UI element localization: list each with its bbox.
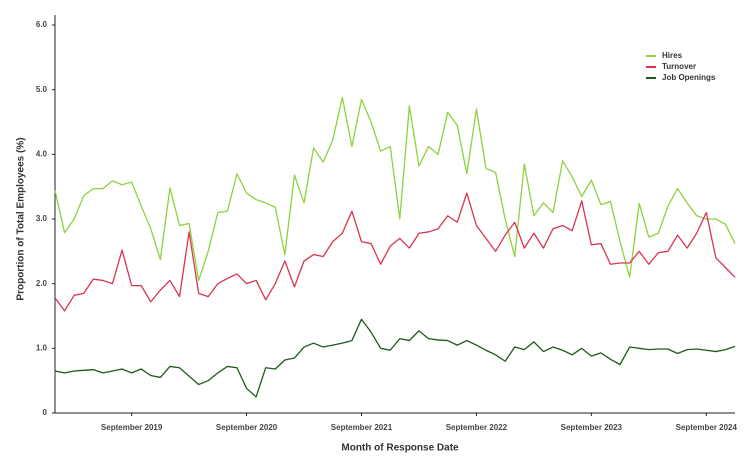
x-axis-title: Month of Response Date xyxy=(341,443,459,454)
x-tick-label: September 2024 xyxy=(676,423,738,432)
y-tick-label: 2.0 xyxy=(36,279,48,288)
x-tick-label: September 2019 xyxy=(101,423,163,432)
y-tick-label: 6.0 xyxy=(36,20,48,29)
series-line xyxy=(54,96,736,282)
y-tick-label: 3.0 xyxy=(36,214,48,223)
series-line xyxy=(54,192,736,312)
y-tick-label: 1.0 xyxy=(36,343,48,352)
y-tick-label: 0 xyxy=(43,408,48,417)
legend-label: Job Openings xyxy=(662,73,716,82)
series-line xyxy=(54,318,736,398)
x-tick-label: September 2022 xyxy=(446,423,508,432)
x-tick-label: September 2021 xyxy=(331,423,393,432)
x-tick-label: September 2020 xyxy=(216,423,278,432)
legend-label: Hires xyxy=(662,51,683,60)
y-axis-title: Proportion of Total Employees (%) xyxy=(16,137,27,300)
legend-label: Turnover xyxy=(662,62,696,71)
y-tick-label: 4.0 xyxy=(36,149,48,158)
y-tick-label: 5.0 xyxy=(36,85,48,94)
x-tick-label: September 2023 xyxy=(561,423,623,432)
